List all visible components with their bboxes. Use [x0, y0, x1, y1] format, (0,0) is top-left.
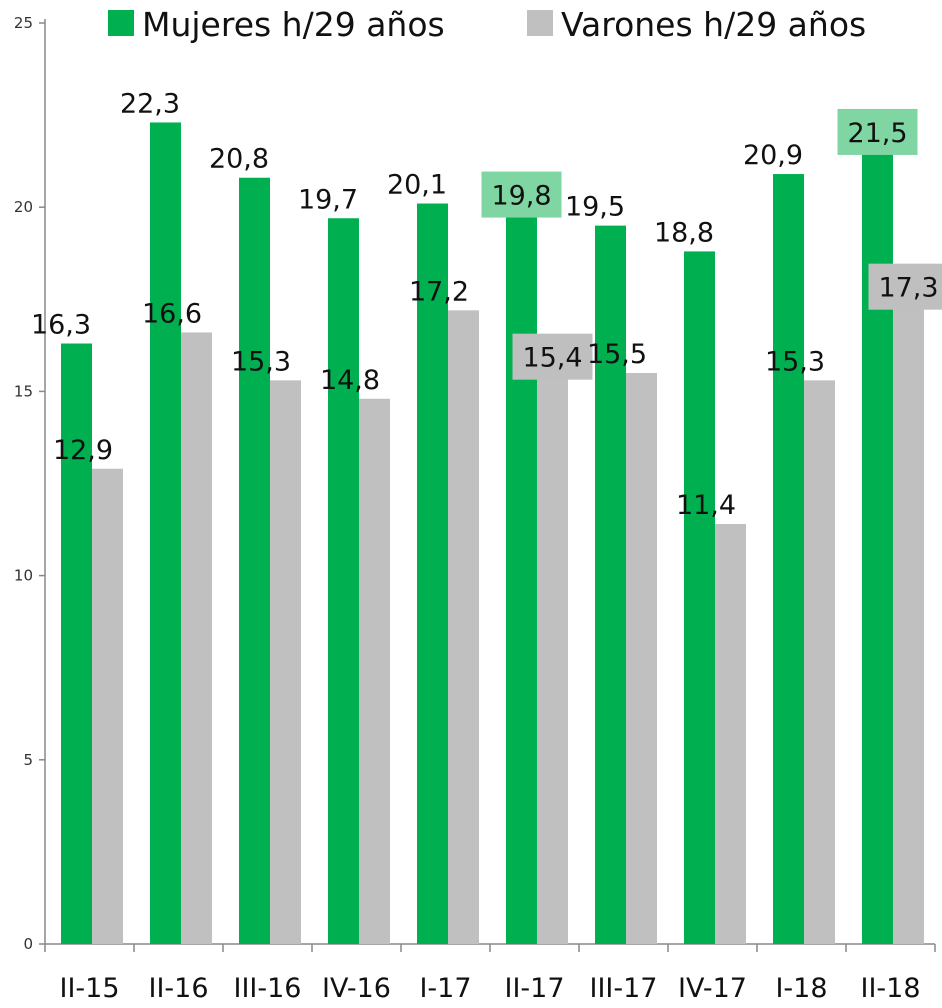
bar-mujeres: [328, 218, 359, 944]
bar-mujeres: [150, 122, 181, 944]
data-label-mujeres: 19,5: [565, 192, 625, 223]
x-tick-label: IV-16: [322, 973, 391, 1004]
bar-mujeres: [506, 214, 537, 944]
x-tick-label: II-15: [59, 973, 119, 1004]
x-tick-label: II-17: [504, 973, 564, 1004]
data-label-varones: 14,8: [320, 365, 380, 396]
bar-varones: [537, 376, 568, 944]
bar-mujeres: [595, 225, 626, 944]
data-label-varones: 15,5: [587, 339, 647, 370]
data-label-varones: 15,4: [522, 343, 582, 374]
data-label-varones: 17,2: [409, 276, 469, 307]
data-label-highlight: [512, 333, 593, 380]
data-label-mujeres: 16,3: [31, 310, 91, 341]
data-labels: 16,3 22,3 20,8 19,7 20,1 19,8 19,5 18,8 20,9 21,5…: [31, 88, 942, 521]
legend-swatch: [108, 10, 134, 36]
data-label-varones: 15,3: [765, 346, 825, 377]
data-label-highlight: [837, 108, 918, 155]
data-label-mujeres: 19,8: [491, 181, 551, 212]
bar-varones: [715, 524, 746, 944]
x-tick-label: II-16: [148, 973, 208, 1004]
bar-varones: [359, 398, 390, 944]
bar-mujeres: [417, 203, 448, 945]
data-label-mujeres: 22,3: [120, 88, 180, 119]
bar-varones: [181, 332, 212, 944]
x-tick-label: III-17: [590, 973, 658, 1004]
legend-swatch: [527, 10, 553, 36]
bar-varones: [92, 468, 123, 944]
bar-mujeres: [773, 174, 804, 944]
bar-mujeres: [684, 251, 715, 944]
data-label-mujeres: 21,5: [847, 118, 907, 149]
y-tick-label: 5: [23, 751, 33, 769]
y-tick-label: 25: [14, 14, 33, 32]
data-label-mujeres: 19,7: [298, 184, 358, 215]
y-tick-label: 20: [14, 198, 33, 216]
legend: Mujeres h/29 años Varones h/29 años: [108, 5, 866, 44]
data-label-varones: 17,3: [878, 273, 938, 304]
data-label-varones: 16,6: [142, 298, 202, 329]
data-label-varones: 12,9: [53, 435, 113, 466]
bar-varones: [626, 372, 657, 945]
bar-varones: [448, 310, 479, 944]
bar-varones: [893, 306, 924, 945]
bars: [61, 122, 924, 945]
legend-label: Varones h/29 años: [561, 5, 866, 44]
y-tick-label: 15: [14, 382, 33, 400]
y-tick-label: 10: [14, 567, 33, 585]
data-label-highlight: [481, 171, 562, 218]
legend-label: Mujeres h/29 años: [142, 5, 445, 44]
data-label-mujeres: 18,8: [654, 217, 714, 248]
data-label-mujeres: 20,8: [209, 144, 269, 175]
bar-varones: [804, 380, 835, 944]
bar-mujeres: [61, 343, 92, 944]
data-label-highlight: [868, 263, 942, 310]
x-tick-label: I-17: [419, 973, 471, 1004]
data-label-varones: 11,4: [676, 490, 736, 521]
bar-mujeres: [239, 177, 270, 944]
x-tick-label: III-16: [234, 973, 302, 1004]
axes: 0 5 10 15 20 25 II-15 II-16 III-16 IV-16 I-17 II-17…: [14, 14, 936, 1004]
x-tick-label: IV-17: [678, 973, 747, 1004]
y-tick-label: 0: [23, 935, 33, 953]
data-label-mujeres: 20,9: [743, 140, 803, 171]
x-tick-label: I-18: [775, 973, 827, 1004]
data-label-mujeres: 20,1: [387, 170, 447, 201]
x-tick-label: II-18: [860, 973, 920, 1004]
data-label-varones: 15,3: [231, 346, 291, 377]
bar-varones: [270, 380, 301, 944]
